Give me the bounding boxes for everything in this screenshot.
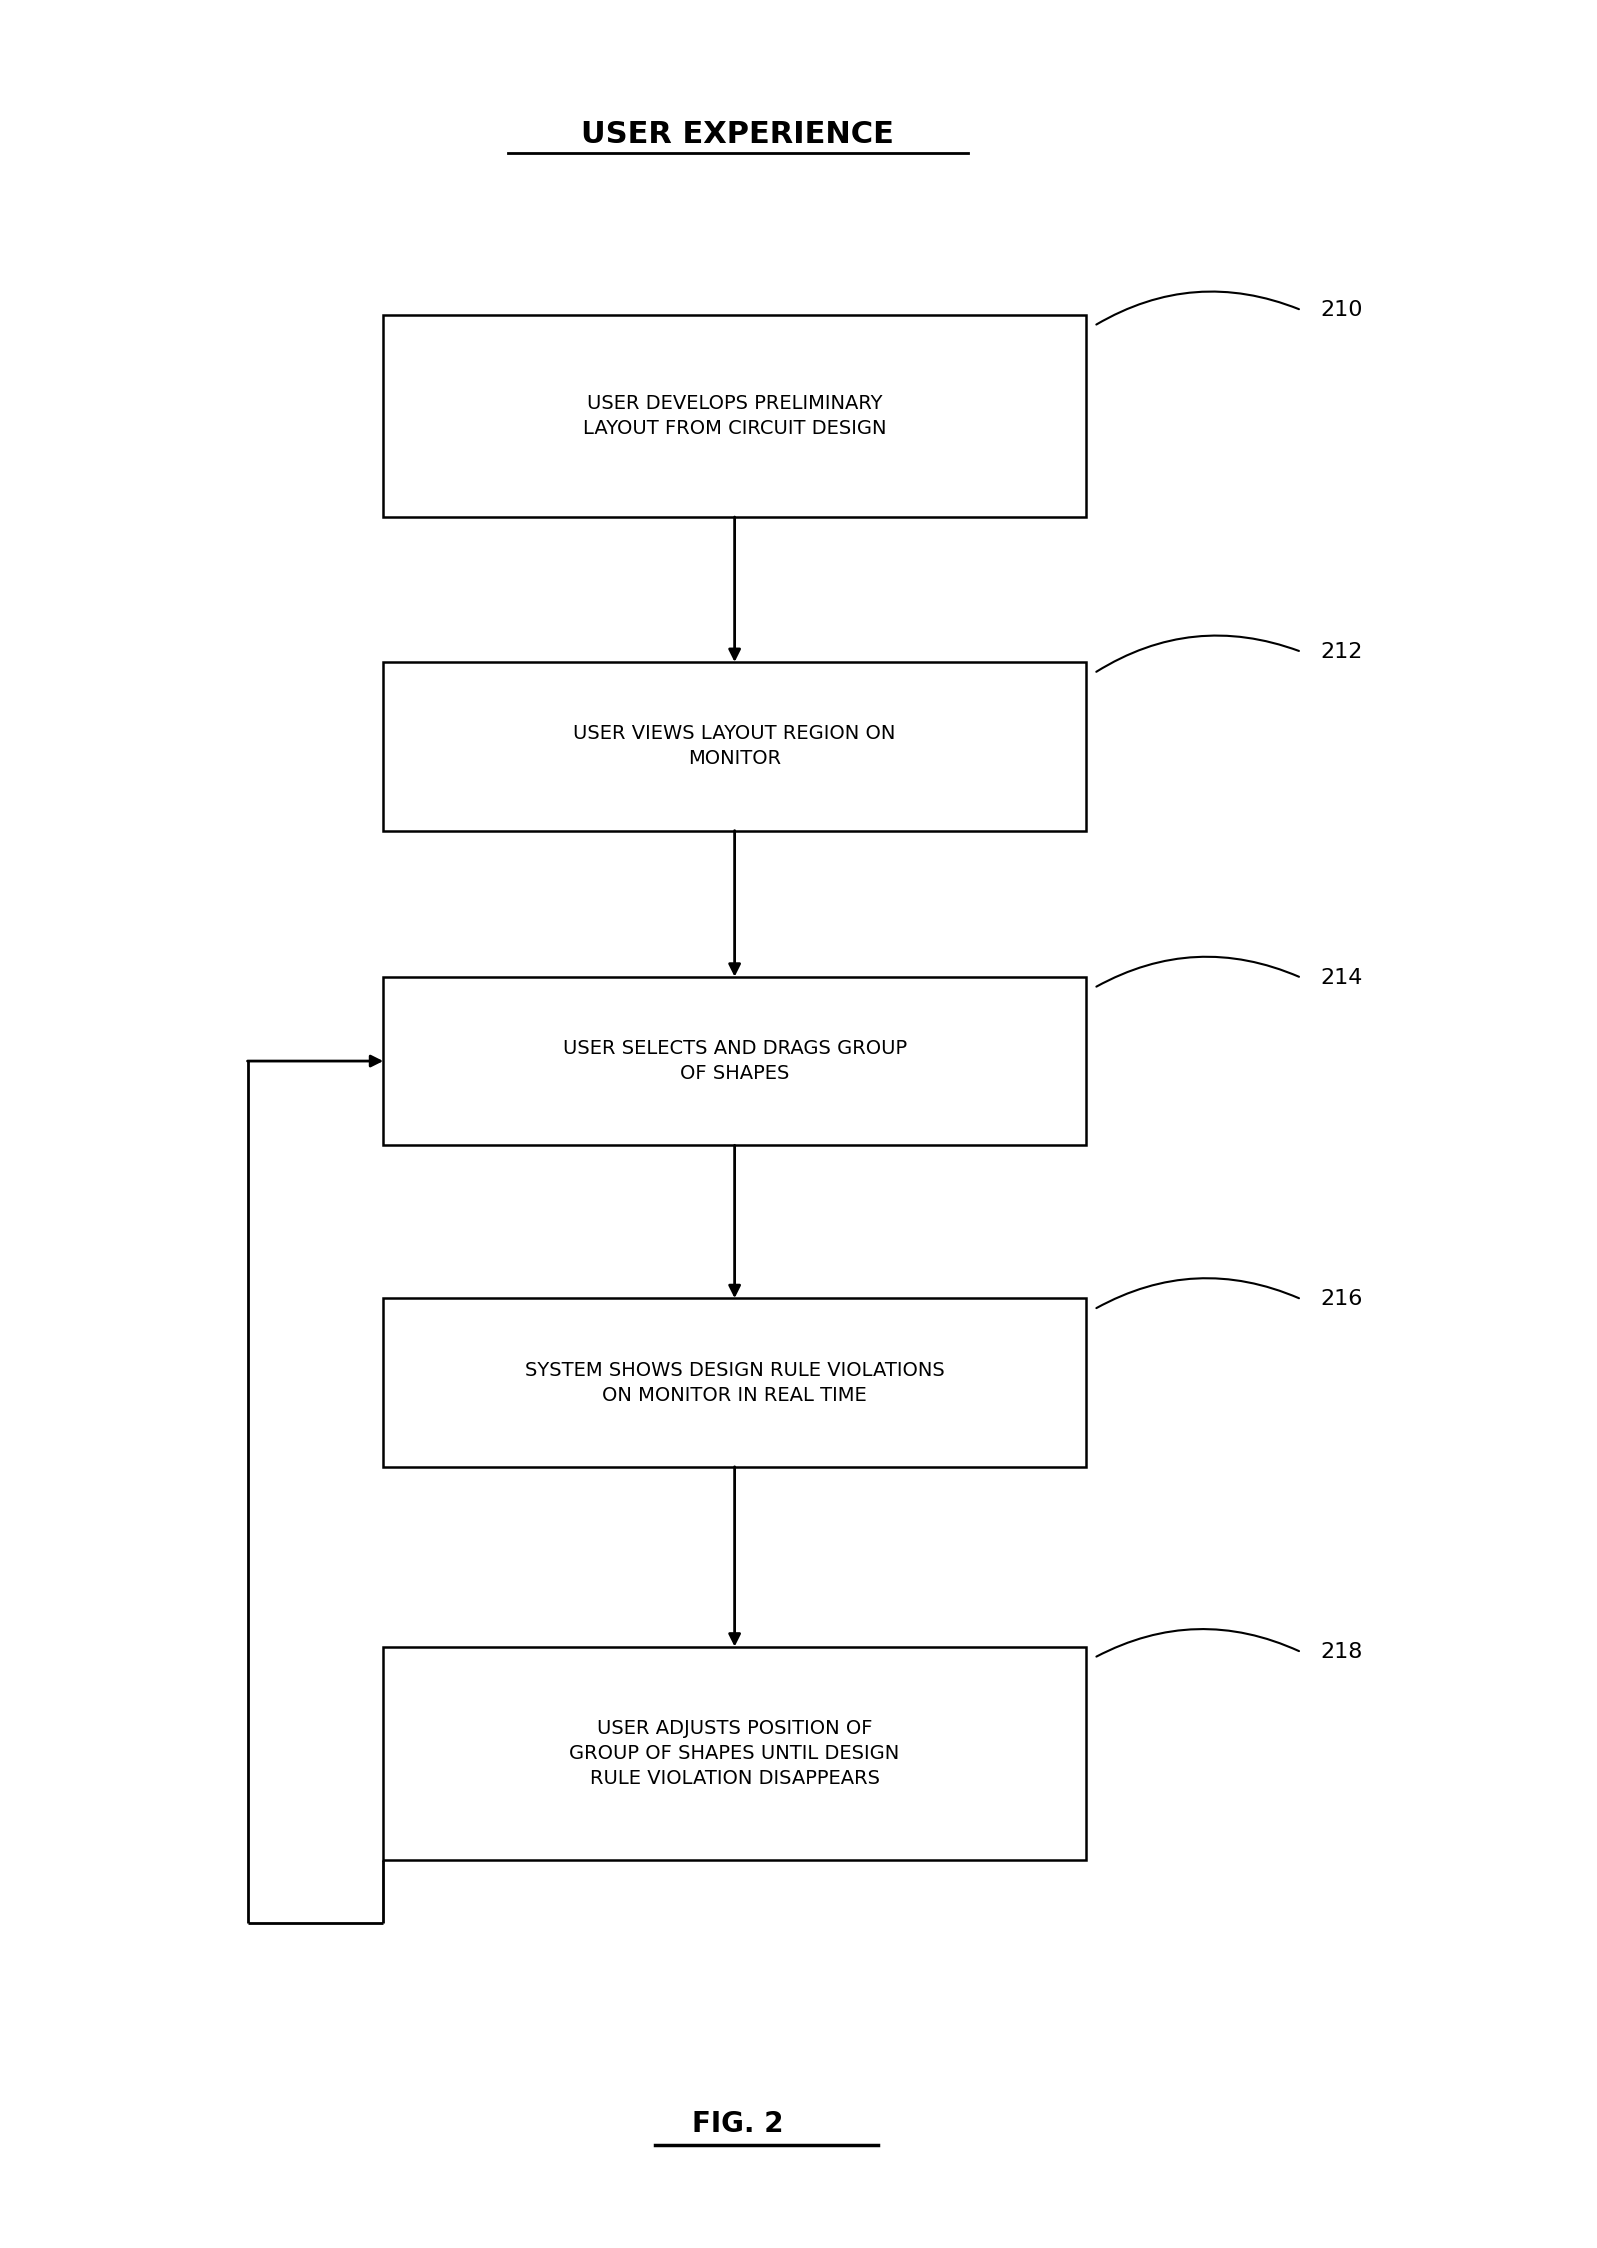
FancyBboxPatch shape	[383, 663, 1086, 832]
Text: USER EXPERIENCE: USER EXPERIENCE	[581, 121, 894, 148]
Text: USER SELECTS AND DRAGS GROUP
OF SHAPES: USER SELECTS AND DRAGS GROUP OF SHAPES	[562, 1039, 907, 1084]
Text: SYSTEM SHOWS DESIGN RULE VIOLATIONS
ON MONITOR IN REAL TIME: SYSTEM SHOWS DESIGN RULE VIOLATIONS ON M…	[525, 1360, 944, 1405]
Text: FIG. 2: FIG. 2	[692, 2111, 784, 2138]
Text: USER VIEWS LAYOUT REGION ON
MONITOR: USER VIEWS LAYOUT REGION ON MONITOR	[573, 724, 896, 769]
Text: USER DEVELOPS PRELIMINARY
LAYOUT FROM CIRCUIT DESIGN: USER DEVELOPS PRELIMINARY LAYOUT FROM CI…	[583, 393, 886, 438]
Text: 214: 214	[1321, 969, 1362, 987]
FancyBboxPatch shape	[383, 978, 1086, 1146]
FancyBboxPatch shape	[383, 1646, 1086, 1861]
FancyBboxPatch shape	[383, 315, 1086, 517]
Text: 210: 210	[1321, 301, 1362, 319]
Text: 218: 218	[1321, 1643, 1362, 1661]
Text: 216: 216	[1321, 1290, 1362, 1308]
FancyBboxPatch shape	[383, 1297, 1086, 1466]
Text: USER ADJUSTS POSITION OF
GROUP OF SHAPES UNTIL DESIGN
RULE VIOLATION DISAPPEARS: USER ADJUSTS POSITION OF GROUP OF SHAPES…	[570, 1720, 899, 1787]
Text: 212: 212	[1321, 643, 1362, 661]
